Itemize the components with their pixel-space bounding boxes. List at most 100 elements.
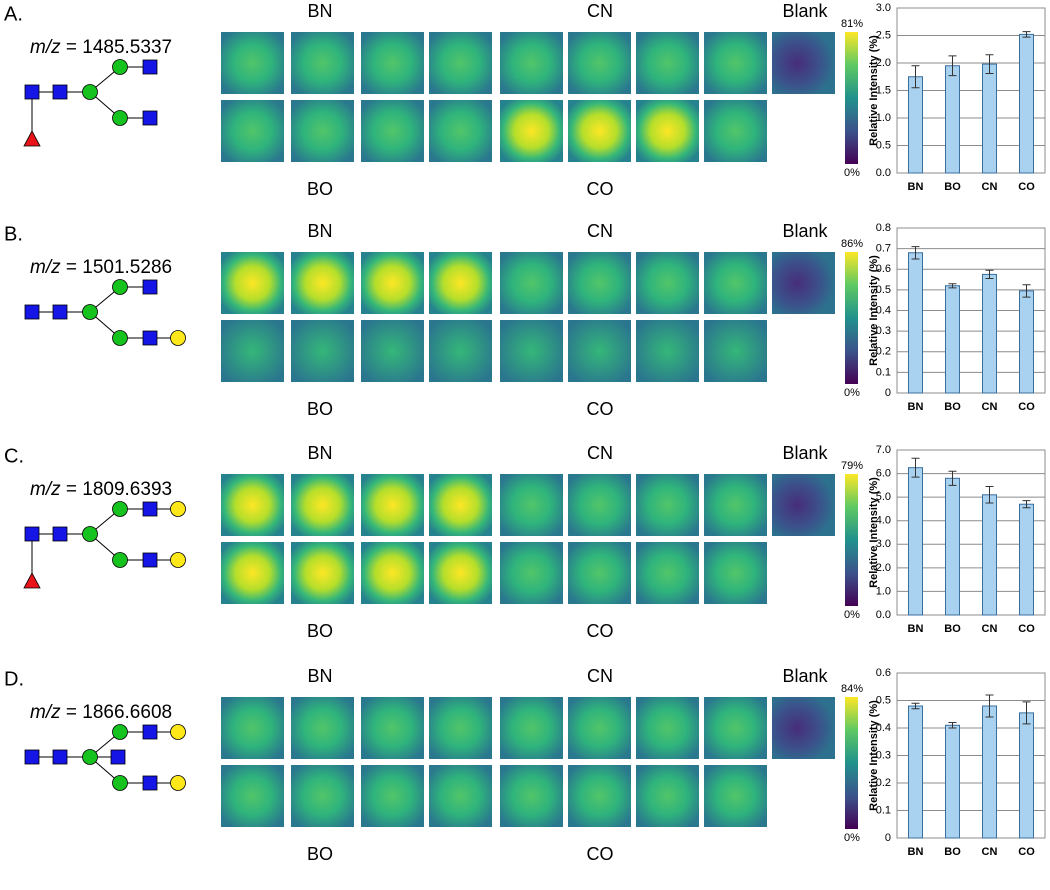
ms-image (429, 252, 492, 314)
ms-image (291, 474, 354, 536)
ms-image (429, 32, 492, 94)
ms-image (636, 542, 699, 604)
error-bar (911, 65, 920, 89)
mz-text: m/z = 1809.6393 (30, 479, 172, 500)
x-tick-label: BN (908, 181, 924, 193)
mz-text: m/z = 1501.5286 (30, 257, 172, 278)
error-bar (911, 246, 920, 260)
ms-image (636, 252, 699, 314)
bar (945, 285, 960, 394)
y-tick-label: 0.5 (876, 694, 891, 706)
error-bar (911, 457, 920, 478)
ms-image (429, 765, 492, 827)
ms-image (704, 765, 767, 827)
bar (945, 65, 960, 174)
bar (908, 467, 923, 616)
ms-image (429, 474, 492, 536)
group-label: BN (307, 666, 332, 686)
y-tick-label: 0.2 (876, 777, 891, 789)
y-axis-label: Relative Intensity (%) (868, 255, 880, 366)
group-label: Blank (782, 1, 828, 21)
bar-chart: 0.0 0.5 1.0 1.5 2.0 2.5 3.0 Relative Intensity … (868, 2, 1046, 193)
y-tick-label: 0.3 (876, 749, 891, 761)
y-tick-label: 0.7 (876, 243, 891, 255)
glcnac-square (142, 110, 158, 126)
ms-image (636, 765, 699, 827)
panel: D. m/z = 1866.6608 BN CN Blank BO CO 84% 0% (4, 666, 863, 864)
mz-value: = 1501.5286 (61, 257, 172, 278)
ms-image (221, 697, 284, 759)
plot-frame (896, 7, 1046, 174)
glcnac-square (142, 724, 158, 740)
mz-value: = 1485.5337 (61, 37, 172, 58)
group-label: BO (307, 621, 333, 641)
panel: C. m/z = 1809.6393 BN CN Blank BO CO 79% 0% (4, 443, 863, 641)
ms-image (636, 32, 699, 94)
bar (945, 477, 960, 616)
bar (1019, 33, 1034, 174)
panel-label: C. (4, 445, 24, 467)
colorbar-max: 84% (841, 683, 863, 695)
group-label: CO (587, 399, 614, 419)
mannose-circle (82, 304, 98, 320)
y-tick-label: 0.0 (876, 609, 891, 621)
y-axis-label: Relative Intensity (%) (868, 700, 880, 811)
panel-label: A. (4, 3, 23, 25)
mannose-circle (82, 749, 98, 765)
y-tick-label: 3.0 (876, 538, 891, 550)
ms-image (291, 32, 354, 94)
error-bar (948, 470, 957, 486)
ms-image (221, 320, 284, 382)
colorbar-min: 0% (844, 387, 860, 399)
glcnac-square (142, 59, 158, 75)
panel-label: B. (4, 223, 23, 245)
mz-label: m/z (30, 479, 61, 500)
fucose-triangle (23, 130, 41, 147)
y-tick-label: 5.0 (876, 491, 891, 503)
ms-image (568, 320, 631, 382)
ms-image (361, 100, 424, 162)
mannose-circle (112, 775, 128, 791)
ms-image (221, 100, 284, 162)
ms-image (291, 252, 354, 314)
mannose-circle (112, 330, 128, 346)
error-bar (985, 54, 994, 74)
error-bar (985, 694, 994, 718)
ms-image (772, 32, 835, 94)
colorbar (845, 252, 858, 384)
x-tick-label: BN (908, 846, 924, 858)
galactose-circle (170, 775, 186, 791)
group-label: CN (587, 221, 613, 241)
group-label: CN (587, 443, 613, 463)
error-bar (911, 702, 920, 710)
x-tick-label: CO (1018, 401, 1035, 413)
group-label: CO (587, 844, 614, 864)
colorbar-max: 86% (841, 238, 863, 250)
group-label: BO (307, 844, 333, 864)
y-tick-label: 3.0 (876, 2, 891, 14)
ms-image (429, 697, 492, 759)
ms-image (221, 252, 284, 314)
mz-value: = 1866.6608 (61, 702, 172, 723)
ms-image (500, 100, 563, 162)
bar (982, 705, 997, 839)
y-tick-label: 1.5 (876, 84, 891, 96)
bar (1019, 290, 1034, 394)
ms-image (500, 320, 563, 382)
galactose-circle (170, 552, 186, 568)
y-tick-label: 7.0 (876, 444, 891, 456)
glcnac-square (142, 279, 158, 295)
bar-chart: 0.0 1.0 2.0 3.0 4.0 5.0 6.0 7.0 Relative Intensi… (868, 444, 1046, 635)
y-tick-label: 0.2 (876, 346, 891, 358)
plot-frame (896, 672, 1046, 839)
bar (908, 252, 923, 394)
group-label: Blank (782, 443, 828, 463)
ms-image (429, 542, 492, 604)
error-bar (948, 55, 957, 77)
group-label: BN (307, 1, 332, 21)
ms-image (500, 474, 563, 536)
glcnac-square (52, 84, 68, 100)
glcnac-square (24, 84, 40, 100)
error-bar (985, 269, 994, 280)
ms-image (704, 252, 767, 314)
